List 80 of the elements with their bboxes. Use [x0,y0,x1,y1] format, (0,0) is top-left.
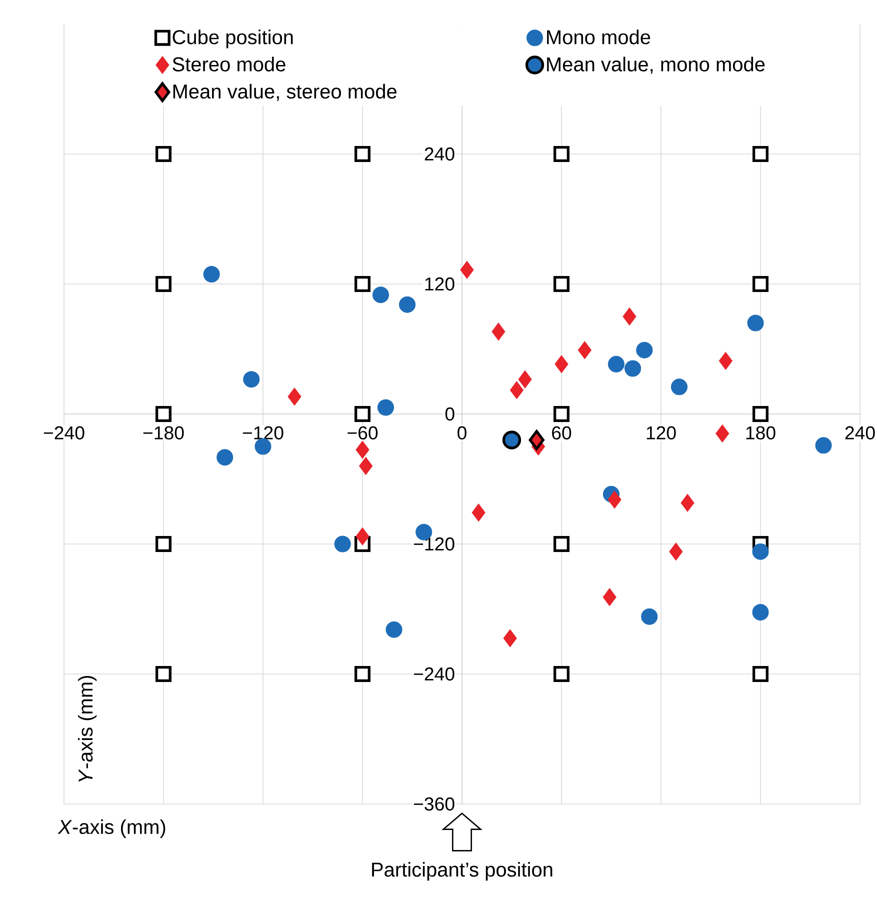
point [747,314,764,332]
point [334,536,351,552]
x-axis-title: X-axis (mm) [58,819,166,838]
point [553,406,570,422]
x-tick-label: −120 [242,426,284,440]
x-tick-label: −60 [348,426,378,440]
point [554,355,568,374]
point [669,542,683,561]
point [578,341,592,360]
point [155,406,172,422]
point [752,146,768,162]
point [155,536,172,552]
point [636,342,653,358]
point [718,352,732,370]
point [510,381,524,400]
legend-label: Cube position [172,30,293,48]
y-tick-label: −120 [414,537,454,551]
point [608,356,624,372]
x-tick-label: 240 [845,426,875,440]
point [354,146,370,162]
y-tick-label: −360 [414,797,454,811]
point [670,378,688,396]
point [354,276,370,292]
point [155,276,172,292]
y-axis-title: Y-axis (mm) [78,676,97,782]
x-tick-label: 60 [552,426,572,440]
point [503,629,517,648]
x-tick-label: −240 [44,426,84,440]
point [553,146,570,162]
point [553,536,570,552]
y-tick-label: 240 [424,147,454,161]
x-tick-label: −180 [143,426,184,440]
point [155,666,172,682]
point [752,666,768,682]
point [356,527,370,546]
point [680,494,694,512]
legend-label: Mean value, mono mode [547,56,765,74]
point [472,504,486,522]
point [602,588,616,606]
point [359,457,373,475]
point [502,430,522,450]
point [460,260,474,279]
point [752,604,769,621]
point [608,490,622,509]
point [386,621,402,638]
legend-label: Stereo mode [172,56,286,72]
point [492,322,506,341]
point [356,440,370,459]
point [243,371,260,388]
text: Participant’s position [372,862,552,881]
point [716,424,730,442]
point [354,666,370,682]
y-tick-label: 0 [445,407,454,421]
point [553,666,570,682]
point [155,146,172,162]
y-tick-label: 120 [425,277,454,291]
point [377,399,394,416]
point [288,388,302,406]
point [752,406,768,422]
x-tick-label: 120 [646,426,676,440]
x-tick-label: 0 [458,426,466,440]
point [622,308,636,326]
point [553,276,570,292]
point [815,437,832,454]
point [528,430,544,450]
point [203,266,220,283]
point [624,360,642,377]
legend-label: Mean value, stereo mode [173,84,396,101]
point [354,406,370,422]
point [752,543,769,560]
point [372,286,390,304]
legend-label: Mono mode [547,30,650,44]
point [254,438,272,455]
point [398,296,416,313]
y-tick-label: −240 [414,667,454,681]
point [752,276,768,292]
point [216,449,234,466]
point [641,608,658,625]
point [518,370,532,388]
x-tick-label: 180 [746,426,776,440]
